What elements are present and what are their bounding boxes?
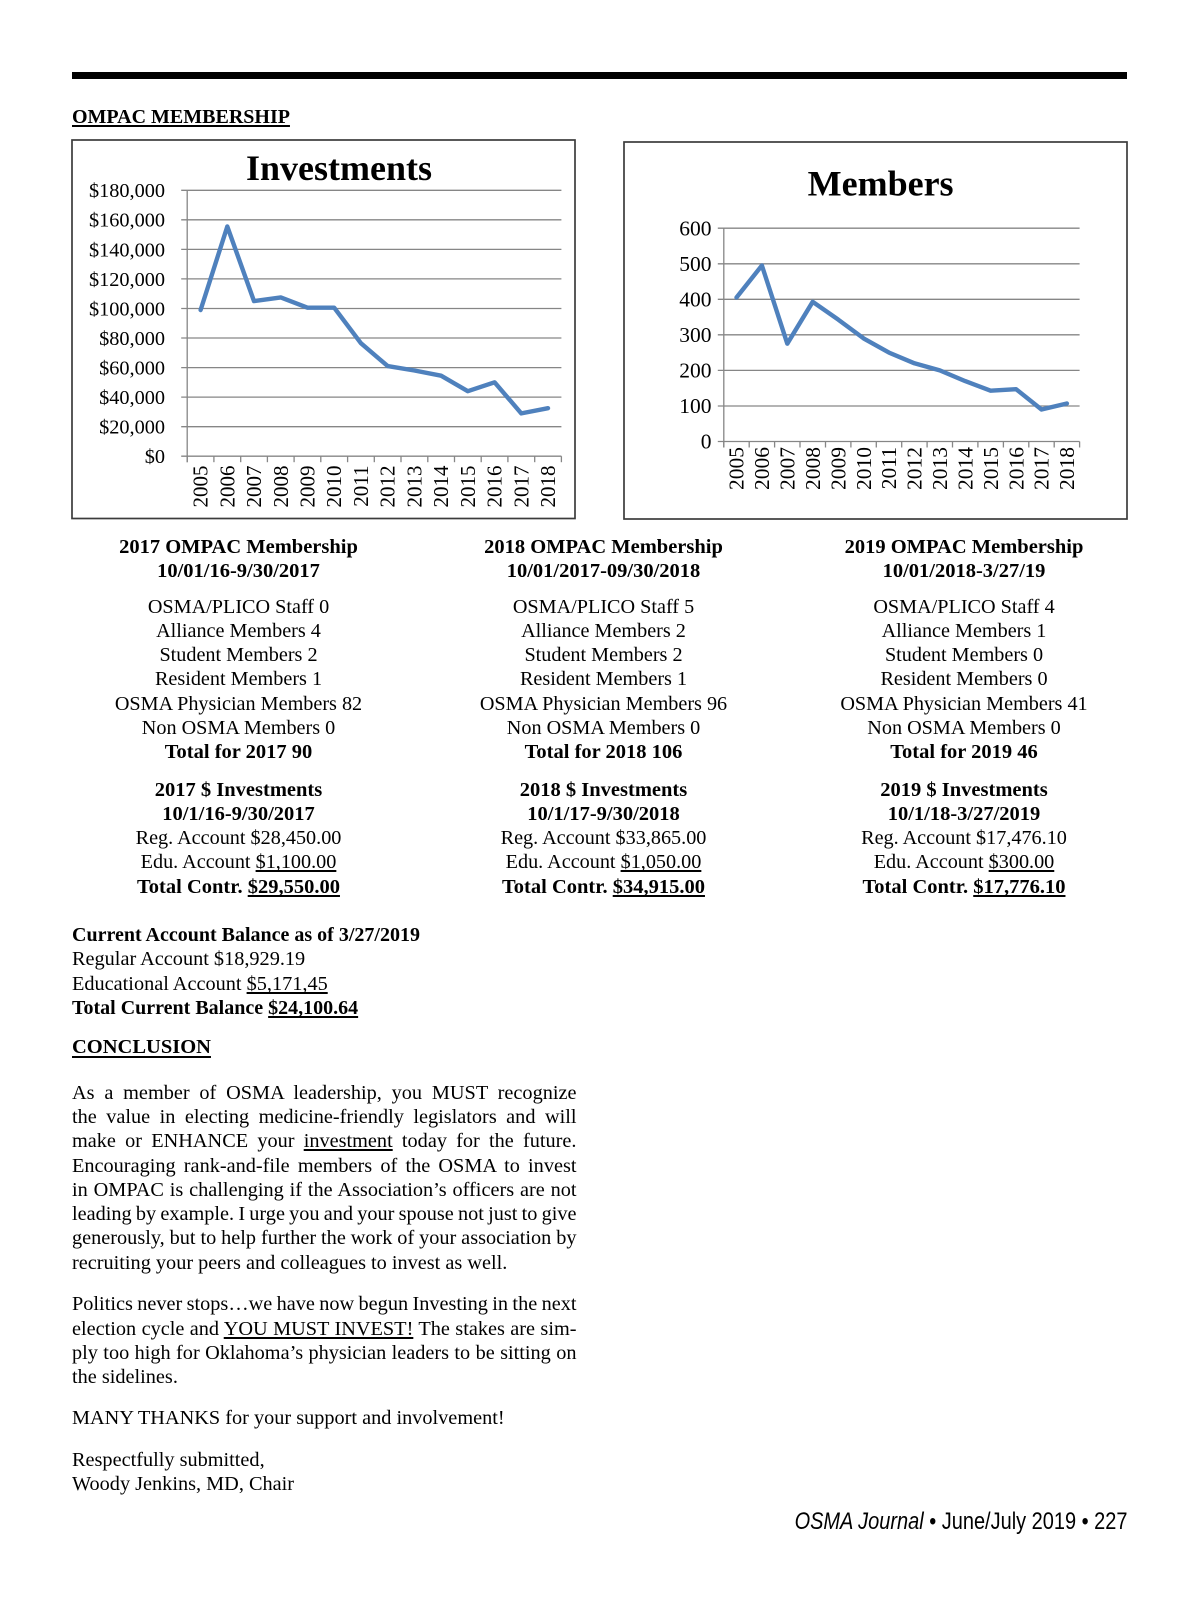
svg-text:2017: 2017 [1030,447,1054,490]
svg-text:2012: 2012 [376,466,400,508]
svg-text:2016: 2016 [1004,447,1028,490]
svg-text:$20,000: $20,000 [99,417,165,439]
svg-text:2006: 2006 [750,447,774,490]
svg-text:2010: 2010 [322,466,346,508]
svg-text:$140,000: $140,000 [89,239,165,261]
svg-text:$180,000: $180,000 [89,180,165,202]
svg-text:$100,000: $100,000 [89,298,165,320]
svg-text:200: 200 [679,359,711,383]
svg-text:600: 600 [679,216,711,240]
svg-text:0: 0 [701,430,712,454]
svg-text:400: 400 [679,288,711,312]
svg-text:2005: 2005 [189,466,213,508]
svg-text:$80,000: $80,000 [99,328,165,350]
svg-text:Members: Members [808,163,954,203]
svg-text:2015: 2015 [456,466,480,508]
svg-text:100: 100 [679,394,711,418]
svg-text:$40,000: $40,000 [99,387,165,409]
svg-text:2011: 2011 [877,447,901,489]
svg-text:2009: 2009 [296,466,320,508]
svg-text:300: 300 [679,323,711,347]
svg-text:2016: 2016 [483,466,507,508]
svg-text:2013: 2013 [402,466,426,508]
svg-text:500: 500 [679,252,711,276]
svg-text:$120,000: $120,000 [89,269,165,291]
svg-text:2012: 2012 [903,447,927,490]
svg-text:$0: $0 [145,446,165,468]
svg-text:2015: 2015 [979,447,1003,490]
svg-text:$160,000: $160,000 [89,210,165,232]
svg-text:2018: 2018 [1055,447,1079,490]
svg-text:2013: 2013 [928,447,952,490]
svg-text:2011: 2011 [349,466,373,507]
svg-text:Investments: Investments [246,148,432,188]
svg-text:2007: 2007 [242,466,266,508]
svg-text:2008: 2008 [269,466,293,508]
svg-text:$60,000: $60,000 [99,358,165,380]
svg-text:2007: 2007 [776,447,800,490]
svg-text:2017: 2017 [509,466,533,508]
svg-text:2008: 2008 [801,447,825,490]
svg-text:2010: 2010 [852,447,876,490]
svg-text:2009: 2009 [826,447,850,490]
svg-text:2014: 2014 [429,465,453,508]
svg-text:2005: 2005 [725,447,749,490]
svg-text:2014: 2014 [953,447,977,490]
svg-text:2018: 2018 [536,466,560,508]
svg-text:2006: 2006 [215,466,239,508]
